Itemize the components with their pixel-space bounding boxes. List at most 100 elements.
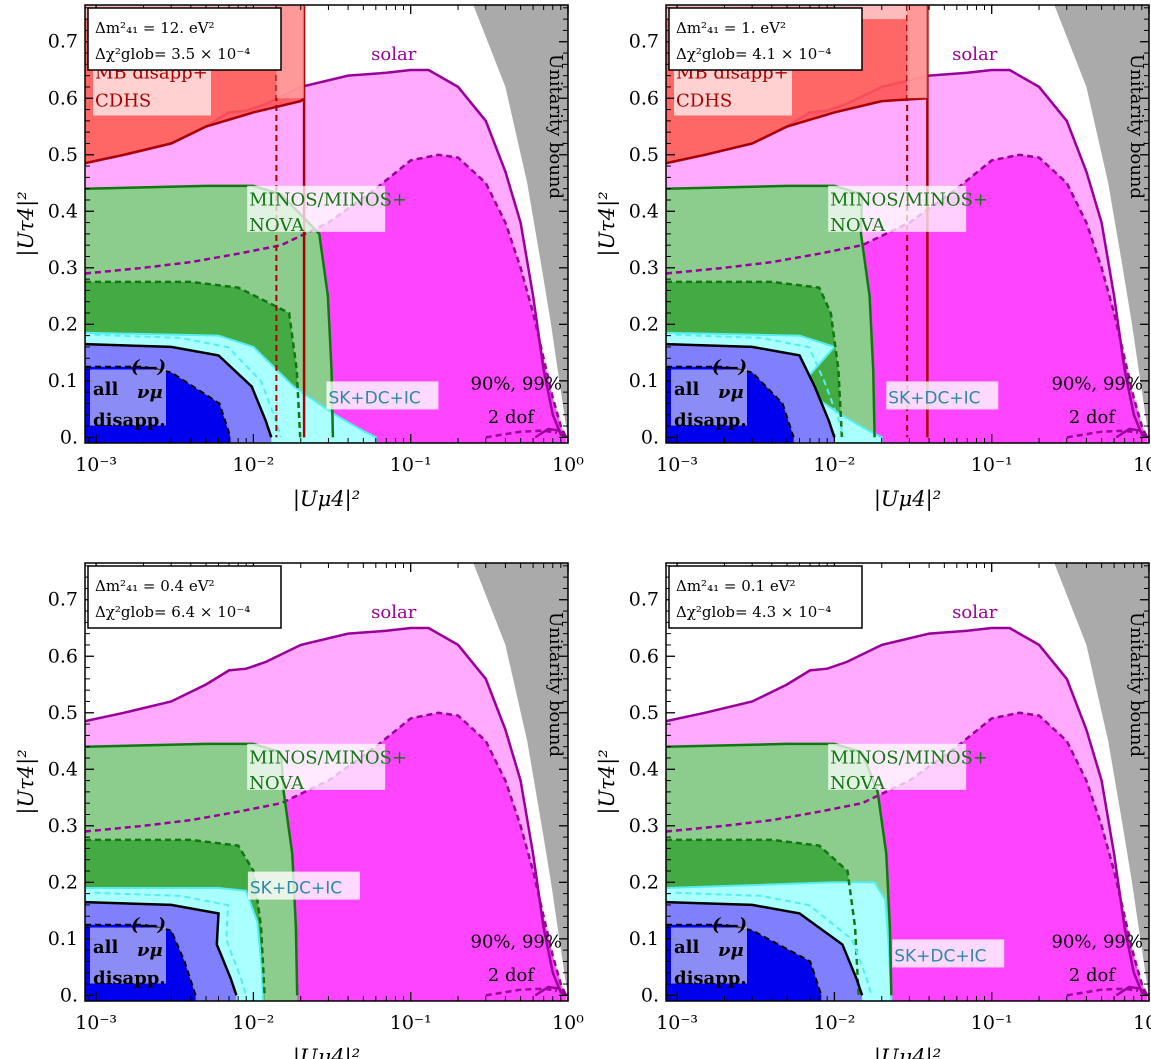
nu-mu-symbol: (—) — [131, 914, 166, 935]
all-disapp-90-contour — [666, 365, 795, 438]
minos-90-contour — [666, 838, 860, 996]
x-tick-label: 10⁰ — [552, 1012, 584, 1034]
sk-90-contour — [675, 891, 873, 996]
all-label-line1: all — [93, 379, 119, 400]
solar-island-99 — [534, 427, 566, 439]
y-axis-label: |Uτ4|² — [595, 191, 620, 256]
info-box-line2: Δχ²glob= 6.4 × 10⁻⁴ — [95, 603, 250, 621]
x-axis-label: |Uμ4|² — [293, 487, 360, 512]
y-tick-label: 0.7 — [48, 589, 78, 611]
y-tick-label: 0.3 — [629, 257, 659, 279]
x-tick-label: 10⁻³ — [656, 454, 698, 476]
info-box-line1: Δm²₄₁ = 1. eV² — [676, 19, 786, 37]
info-box-line2: Δχ²glob= 4.3 × 10⁻⁴ — [676, 603, 831, 621]
sk-90-contour — [94, 333, 282, 438]
y-tick-label: 0.6 — [48, 87, 78, 109]
y-tick-label: 0.4 — [629, 200, 659, 222]
y-tick-label: 0.5 — [48, 702, 78, 724]
cl-label-line1: 90%, 99% — [1052, 931, 1143, 952]
sk-label-bg — [247, 871, 360, 900]
sk-label: SK+DC+IC — [894, 946, 986, 966]
mb-label-line2: CDHS — [95, 91, 151, 112]
sk-90-contour — [675, 333, 845, 438]
y-tick-label: 0.5 — [629, 144, 659, 166]
all-label-line2: disapp. — [674, 968, 747, 989]
x-axis-label: |Uμ4|² — [293, 1045, 360, 1059]
minos-label-line1: MINOS/MINOS+ — [249, 748, 407, 769]
y-tick-label: 0.6 — [48, 645, 78, 667]
all-label-line2: disapp. — [674, 410, 747, 431]
minos-label-bg — [828, 743, 967, 790]
plot-frame — [665, 562, 1150, 1002]
y-tick-label: 0. — [641, 426, 659, 448]
solar-90-contour — [666, 711, 1149, 996]
x-tick-label: 10⁻² — [232, 1012, 274, 1034]
y-tick-label: 0.1 — [48, 928, 78, 950]
sk-label-bg — [892, 939, 1005, 968]
solar-label: solar — [952, 44, 998, 65]
all-disapp-99-contour — [85, 342, 273, 438]
cl-label-line2: 2 dof — [1069, 965, 1117, 986]
minos-label-line2: NOVA — [830, 773, 886, 794]
solar-90-contour — [85, 711, 568, 996]
unitarity-excluded-region — [473, 563, 568, 996]
unitarity-label: Unitarity bound — [545, 54, 566, 199]
minos-label-line1: MINOS/MINOS+ — [830, 748, 988, 769]
y-tick-label: 0.3 — [629, 815, 659, 837]
info-box-line1: Δm²₄₁ = 0.1 eV² — [676, 577, 796, 595]
sk-label-bg — [326, 381, 439, 410]
x-axis-label: |Uμ4|² — [874, 1045, 941, 1059]
info-box — [668, 565, 863, 629]
x-tick-label: 10⁻¹ — [971, 454, 1013, 476]
x-tick-label: 10⁻³ — [656, 1012, 698, 1034]
sk-label-bg — [886, 381, 999, 410]
y-tick-label: 0.3 — [48, 257, 78, 279]
unitarity-label: Unitarity bound — [545, 612, 566, 757]
y-tick-label: 0.5 — [48, 144, 78, 166]
all-label-line1: all — [93, 937, 119, 958]
nu-mu-letter: νμ — [718, 382, 744, 403]
solar-label: solar — [371, 602, 417, 623]
y-tick-label: 0. — [60, 426, 78, 448]
solar-island-90 — [485, 987, 558, 997]
x-tick-label: 10⁻² — [813, 454, 855, 476]
y-tick-label: 0.7 — [629, 31, 659, 53]
x-tick-label: 10⁻¹ — [390, 454, 432, 476]
info-box — [87, 565, 282, 629]
mb-cdhs-99-contour — [85, 97, 305, 165]
unitarity-label: Unitarity bound — [1126, 612, 1147, 757]
solar-island-90 — [485, 429, 558, 439]
sk-90-contour — [94, 891, 247, 996]
solar-island-90 — [1066, 429, 1139, 439]
cl-label-line1: 90%, 99% — [1052, 373, 1143, 394]
y-tick-label: 0.3 — [48, 815, 78, 837]
solar-90-contour — [666, 153, 1149, 438]
y-tick-label: 0.2 — [629, 313, 659, 335]
solar-island-99 — [1115, 985, 1147, 997]
minos-label-line2: NOVA — [830, 215, 886, 236]
minos-90-contour — [85, 838, 266, 996]
all-label-line2: disapp. — [93, 968, 166, 989]
solar-label: solar — [371, 44, 417, 65]
y-axis-label: |Uτ4|² — [14, 749, 39, 814]
y-tick-label: 0.6 — [629, 87, 659, 109]
unitarity-excluded-region — [1054, 5, 1149, 438]
info-box-line1: Δm²₄₁ = 12. eV² — [95, 19, 215, 37]
x-tick-label: 10⁰ — [1133, 454, 1151, 476]
y-tick-label: 0.7 — [629, 589, 659, 611]
sk-label: SK+DC+IC — [888, 388, 980, 408]
y-tick-label: 0.6 — [629, 645, 659, 667]
all-disapp-90-contour — [85, 365, 232, 438]
y-axis-label: |Uτ4|² — [595, 749, 620, 814]
cl-label-line2: 2 dof — [1069, 407, 1117, 428]
x-tick-label: 10⁻³ — [75, 454, 117, 476]
info-box-line2: Δχ²glob= 3.5 × 10⁻⁴ — [95, 45, 250, 63]
plot-frame — [84, 562, 569, 1002]
all-label-line1: all — [674, 937, 700, 958]
minos-label-bg — [247, 743, 386, 790]
unitarity-excluded-region — [1054, 563, 1149, 996]
x-axis-label: |Uμ4|² — [874, 487, 941, 512]
all-label-line1: all — [674, 379, 700, 400]
y-tick-label: 0.4 — [629, 758, 659, 780]
